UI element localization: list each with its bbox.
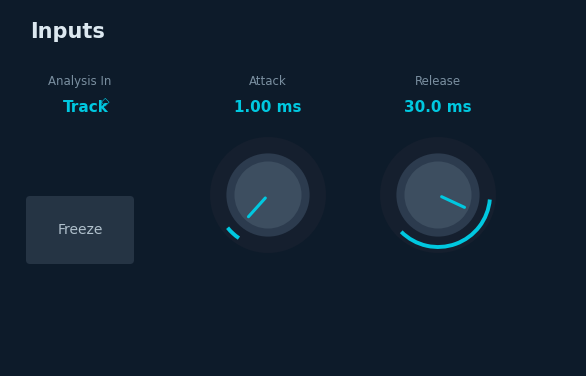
Circle shape (395, 152, 481, 238)
Text: Attack: Attack (249, 75, 287, 88)
Circle shape (210, 137, 326, 253)
FancyBboxPatch shape (26, 196, 134, 264)
Circle shape (404, 161, 472, 229)
Text: ◇: ◇ (101, 97, 110, 107)
Circle shape (225, 152, 311, 238)
Text: Release: Release (415, 75, 461, 88)
Text: Freeze: Freeze (57, 223, 103, 237)
Circle shape (380, 137, 496, 253)
Text: Inputs: Inputs (30, 22, 105, 42)
Text: Analysis In: Analysis In (48, 75, 112, 88)
Circle shape (234, 161, 302, 229)
Text: 1.00 ms: 1.00 ms (234, 100, 302, 115)
Text: 30.0 ms: 30.0 ms (404, 100, 472, 115)
Text: Track: Track (63, 100, 109, 115)
